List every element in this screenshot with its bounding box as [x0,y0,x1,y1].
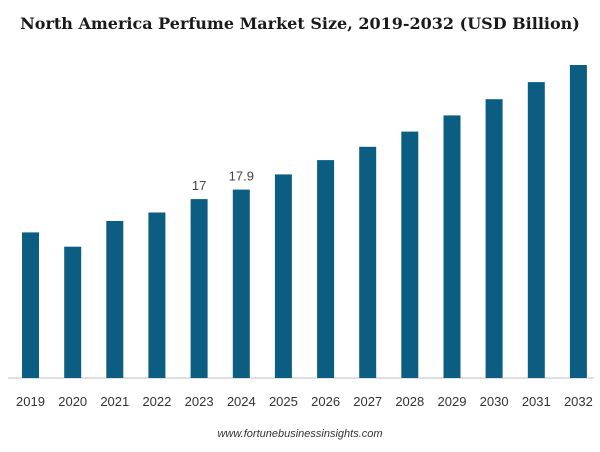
bar-2029 [443,115,461,379]
x-tick-label: 2024 [227,394,256,409]
bar-2019 [22,232,39,378]
source-credit: www.fortunebusinessinsights.com [217,428,383,440]
x-tick-label: 2029 [438,394,467,409]
x-tick-label: 2027 [353,394,382,409]
bar-2021 [106,221,124,378]
data-labels-group: 17 17.9 [192,169,254,194]
bar-2022 [148,212,166,378]
x-tick-label: 2022 [142,394,171,409]
x-tick-label: 2020 [58,394,87,409]
bar-2020 [64,246,82,378]
x-tick-label: 2026 [311,394,340,409]
bar-2028 [401,131,419,378]
x-tick-label: 2021 [100,394,129,409]
x-tick-label: 2028 [395,394,424,409]
x-tick-label: 2032 [564,394,593,409]
x-tick-label: 2025 [269,394,298,409]
bar-2023 [190,199,208,378]
bar-2032 [569,65,587,378]
x-tick-label: 2031 [522,394,551,409]
data-label-2023: 17 [192,178,206,193]
bar-2026 [317,160,335,378]
x-ticks-group: 2019 2020 2021 2022 2023 2024 2025 2026 2027 2028… [16,394,593,409]
bar-2027 [359,146,377,378]
bar-2031 [527,82,545,378]
x-tick-label: 2019 [16,394,45,409]
bar-2030 [485,99,503,378]
bars-group [22,65,587,379]
x-tick-label: 2030 [480,394,509,409]
data-label-2024: 17.9 [229,169,254,184]
chart-title: North America Perfume Market Size, 2019-… [20,14,580,33]
bar-2025 [274,174,292,378]
x-tick-label: 2023 [185,394,214,409]
bar-2024 [232,189,250,378]
